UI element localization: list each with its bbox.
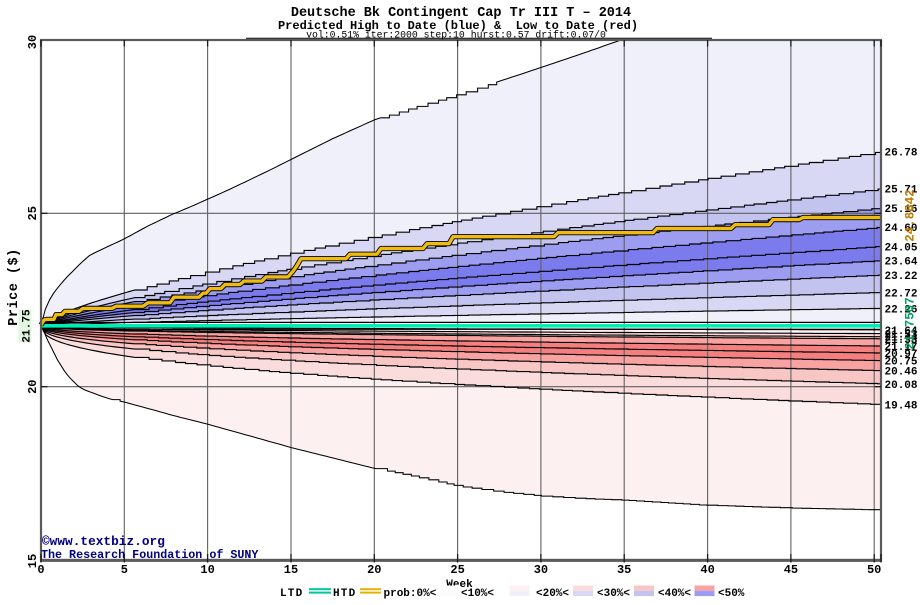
svg-text:24.60: 24.60 bbox=[885, 223, 918, 235]
svg-text:50: 50 bbox=[867, 563, 881, 577]
svg-text:vol:0.51% iter:2000 step:10 hu: vol:0.51% iter:2000 step:10 hurst:0.57 d… bbox=[306, 30, 606, 41]
svg-text:Price ($): Price ($) bbox=[7, 248, 22, 325]
svg-text:25: 25 bbox=[450, 563, 464, 577]
svg-text:5: 5 bbox=[121, 563, 128, 577]
svg-text:prob:0%<: prob:0%< bbox=[384, 588, 437, 600]
svg-text:21.53: 21.53 bbox=[885, 330, 918, 342]
svg-text:19.48: 19.48 bbox=[885, 401, 918, 413]
svg-text:22.72: 22.72 bbox=[885, 288, 918, 300]
svg-text:25: 25 bbox=[26, 206, 40, 220]
svg-text:21.38: 21.38 bbox=[885, 335, 918, 347]
svg-text:35: 35 bbox=[617, 563, 631, 577]
svg-text:21.7507: 21.7507 bbox=[904, 297, 918, 350]
svg-text:20.08: 20.08 bbox=[885, 380, 918, 392]
svg-text:15: 15 bbox=[26, 554, 40, 568]
svg-text:<40%<: <40%< bbox=[658, 588, 691, 600]
svg-text:<30%<: <30%< bbox=[597, 588, 630, 600]
svg-text:15: 15 bbox=[284, 563, 298, 577]
svg-text:24.05: 24.05 bbox=[885, 242, 918, 254]
svg-text:24.8842: 24.8842 bbox=[904, 189, 918, 242]
svg-text:<10%<: <10%< bbox=[461, 588, 494, 600]
svg-text:20: 20 bbox=[26, 379, 40, 393]
svg-text:<20%<: <20%< bbox=[536, 588, 569, 600]
svg-text:21.64: 21.64 bbox=[885, 326, 918, 338]
svg-text:21.17: 21.17 bbox=[885, 342, 918, 354]
svg-text:0: 0 bbox=[37, 563, 44, 577]
svg-text:23.64: 23.64 bbox=[885, 257, 918, 269]
svg-text:20: 20 bbox=[367, 563, 381, 577]
svg-text:21.44: 21.44 bbox=[885, 333, 918, 345]
svg-text:20.97: 20.97 bbox=[885, 349, 918, 361]
svg-text:<50%: <50% bbox=[718, 588, 745, 600]
svg-text:©www.textbiz.org: ©www.textbiz.org bbox=[42, 534, 165, 549]
svg-text:10: 10 bbox=[200, 563, 214, 577]
svg-text:25.71: 25.71 bbox=[885, 185, 918, 197]
svg-text:20.46: 20.46 bbox=[885, 367, 918, 379]
svg-text:23.22: 23.22 bbox=[885, 271, 918, 283]
svg-text:40: 40 bbox=[700, 563, 714, 577]
svg-text:26.78: 26.78 bbox=[885, 148, 918, 160]
svg-text:LTD: LTD bbox=[280, 588, 303, 600]
svg-text:21.75: 21.75 bbox=[22, 309, 34, 343]
svg-text:22.26: 22.26 bbox=[885, 304, 918, 316]
svg-text:The Research Foundation of SUN: The Research Foundation of SUNY bbox=[41, 548, 258, 562]
svg-text:HTD: HTD bbox=[333, 588, 356, 600]
svg-text:25.16: 25.16 bbox=[885, 204, 918, 216]
svg-text:20.75: 20.75 bbox=[885, 357, 918, 369]
svg-text:45: 45 bbox=[784, 563, 798, 577]
svg-text:30: 30 bbox=[534, 563, 548, 577]
svg-text:Deutsche Bk Contingent Cap Tr: Deutsche Bk Contingent Cap Tr III T – 20… bbox=[291, 6, 631, 21]
svg-text:Predicted High to Date (blue): Predicted High to Date (blue) & Low to D… bbox=[278, 19, 638, 33]
svg-text:30: 30 bbox=[26, 35, 40, 49]
